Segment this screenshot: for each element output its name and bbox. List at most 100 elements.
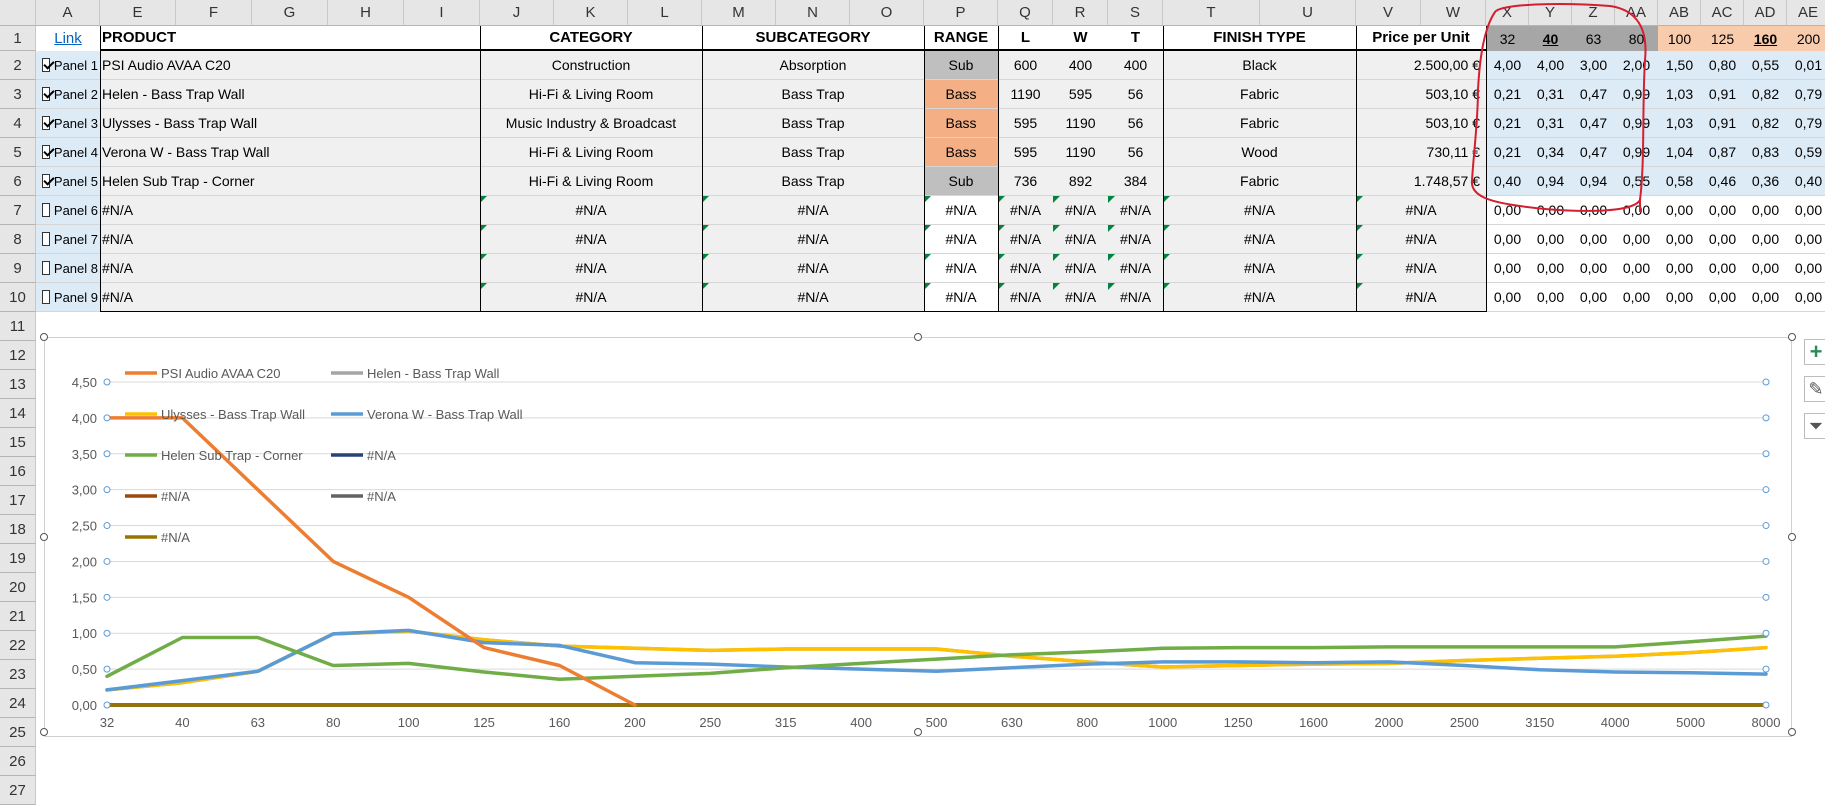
cell-w[interactable]: 1190 bbox=[1053, 138, 1108, 167]
cell-product[interactable]: Ulysses - Bass Trap Wall bbox=[100, 109, 480, 138]
freq-value-cell[interactable]: 0,00 bbox=[1787, 225, 1825, 254]
freq-value-cell[interactable]: 0,00 bbox=[1572, 283, 1615, 312]
row-header-11[interactable]: 11 bbox=[0, 312, 36, 341]
column-header-ae[interactable]: AE bbox=[1787, 0, 1825, 26]
cell-l[interactable]: 595 bbox=[998, 138, 1053, 167]
column-header-e[interactable]: E bbox=[100, 0, 176, 26]
column-header-aa[interactable]: AA bbox=[1615, 0, 1658, 26]
column-header-k[interactable]: K bbox=[554, 0, 628, 26]
freq-value-cell[interactable]: 0,40 bbox=[1486, 167, 1529, 196]
chart-area[interactable]: 0,00 0,50 1,00 1,50 2,00 2,50 3,00 3,50 4,00 4,50… bbox=[44, 337, 1792, 737]
freq-value-cell[interactable]: 0,00 bbox=[1615, 196, 1658, 225]
cell-l[interactable]: #N/A bbox=[998, 196, 1053, 225]
cell-subcategory[interactable]: Bass Trap bbox=[702, 80, 924, 109]
freq-value-cell[interactable]: 4,00 bbox=[1529, 51, 1572, 80]
cell-category[interactable]: Hi-Fi & Living Room bbox=[480, 167, 702, 196]
freq-value-cell[interactable]: 0,34 bbox=[1529, 138, 1572, 167]
cell-w[interactable]: #N/A bbox=[1053, 254, 1108, 283]
row-header-21[interactable]: 21 bbox=[0, 602, 36, 631]
resize-handle[interactable] bbox=[1788, 333, 1796, 341]
column-header-m[interactable]: M bbox=[702, 0, 776, 26]
checkbox[interactable] bbox=[42, 232, 50, 246]
cell-range[interactable]: #N/A bbox=[924, 283, 998, 312]
checkbox[interactable] bbox=[42, 174, 50, 188]
column-header-t[interactable]: T bbox=[1163, 0, 1260, 26]
freq-value-cell[interactable]: 0,94 bbox=[1529, 167, 1572, 196]
cell-price[interactable]: #N/A bbox=[1356, 254, 1486, 283]
panel-checkbox-8[interactable]: Panel 8 bbox=[36, 254, 100, 283]
cell-w[interactable]: 400 bbox=[1053, 51, 1108, 80]
chart-elements-button[interactable]: + bbox=[1804, 339, 1825, 365]
panel-checkbox-6[interactable]: Panel 6 bbox=[36, 196, 100, 225]
freq-value-cell[interactable]: 0,47 bbox=[1572, 109, 1615, 138]
freq-value-cell[interactable]: 0,00 bbox=[1486, 196, 1529, 225]
freq-value-cell[interactable]: 0,59 bbox=[1787, 138, 1825, 167]
row-header-14[interactable]: 14 bbox=[0, 399, 36, 428]
row-header-8[interactable]: 8 bbox=[0, 225, 36, 254]
freq-value-cell[interactable]: 0,21 bbox=[1486, 109, 1529, 138]
freq-value-cell[interactable]: 0,83 bbox=[1744, 138, 1787, 167]
freq-value-cell[interactable]: 0,99 bbox=[1615, 109, 1658, 138]
cell-t[interactable]: #N/A bbox=[1108, 225, 1163, 254]
freq-value-cell[interactable]: 0,94 bbox=[1572, 167, 1615, 196]
cell-subcategory[interactable]: Absorption bbox=[702, 51, 924, 80]
freq-value-cell[interactable]: 3,00 bbox=[1572, 51, 1615, 80]
column-header-j[interactable]: J bbox=[480, 0, 554, 26]
cell-category[interactable]: Construction bbox=[480, 51, 702, 80]
column-header-r[interactable]: R bbox=[1053, 0, 1108, 26]
cell-t[interactable]: #N/A bbox=[1108, 283, 1163, 312]
cell-product[interactable]: Verona W - Bass Trap Wall bbox=[100, 138, 480, 167]
freq-value-cell[interactable]: 0,00 bbox=[1658, 283, 1701, 312]
freq-value-cell[interactable]: 0,00 bbox=[1572, 254, 1615, 283]
freq-value-cell[interactable]: 0,82 bbox=[1744, 80, 1787, 109]
cell-price[interactable]: #N/A bbox=[1356, 196, 1486, 225]
cell-product[interactable]: PSI Audio AVAA C20 bbox=[100, 51, 480, 80]
checkbox[interactable] bbox=[42, 261, 50, 275]
row-header-15[interactable]: 15 bbox=[0, 428, 36, 457]
freq-value-cell[interactable]: 0,99 bbox=[1615, 80, 1658, 109]
row-header-23[interactable]: 23 bbox=[0, 660, 36, 689]
row-header-6[interactable]: 6 bbox=[0, 167, 36, 196]
checkbox[interactable] bbox=[42, 290, 50, 304]
cell-category[interactable]: Music Industry & Broadcast bbox=[480, 109, 702, 138]
row-header-10[interactable]: 10 bbox=[0, 283, 36, 312]
cell-product[interactable]: #N/A bbox=[100, 225, 480, 254]
freq-value-cell[interactable]: 0,00 bbox=[1529, 254, 1572, 283]
cell-finish[interactable]: Fabric bbox=[1163, 109, 1356, 138]
cell-finish[interactable]: Fabric bbox=[1163, 167, 1356, 196]
cell-range[interactable]: Bass bbox=[924, 138, 998, 167]
checkbox[interactable] bbox=[42, 116, 50, 130]
checkbox[interactable] bbox=[42, 203, 50, 217]
row-header-20[interactable]: 20 bbox=[0, 573, 36, 602]
freq-value-cell[interactable]: 1,03 bbox=[1658, 80, 1701, 109]
cell-range[interactable]: #N/A bbox=[924, 196, 998, 225]
freq-value-cell[interactable]: 0,00 bbox=[1658, 254, 1701, 283]
cell-finish[interactable]: #N/A bbox=[1163, 254, 1356, 283]
cell-finish[interactable]: #N/A bbox=[1163, 225, 1356, 254]
freq-value-cell[interactable]: 0,00 bbox=[1615, 225, 1658, 254]
freq-value-cell[interactable]: 0,00 bbox=[1572, 196, 1615, 225]
cell-t[interactable]: 400 bbox=[1108, 51, 1163, 80]
cell-l[interactable]: #N/A bbox=[998, 225, 1053, 254]
chart-filters-button[interactable]: ⏷ bbox=[1804, 413, 1825, 439]
column-header-l[interactable]: L bbox=[628, 0, 702, 26]
row-header-17[interactable]: 17 bbox=[0, 486, 36, 515]
freq-value-cell[interactable]: 2,00 bbox=[1615, 51, 1658, 80]
cell-subcategory[interactable]: Bass Trap bbox=[702, 138, 924, 167]
freq-value-cell[interactable]: 0,00 bbox=[1529, 225, 1572, 254]
cell-product[interactable]: #N/A bbox=[100, 254, 480, 283]
panel-checkbox-1[interactable]: Panel 1 bbox=[36, 51, 100, 80]
column-header-x[interactable]: X bbox=[1486, 0, 1529, 26]
freq-value-cell[interactable]: 0,80 bbox=[1701, 51, 1744, 80]
freq-value-cell[interactable]: 0,91 bbox=[1701, 80, 1744, 109]
cell-subcategory[interactable]: #N/A bbox=[702, 196, 924, 225]
panel-checkbox-4[interactable]: Panel 4 bbox=[36, 138, 100, 167]
column-header-v[interactable]: V bbox=[1356, 0, 1421, 26]
column-header-f[interactable]: F bbox=[176, 0, 252, 26]
cell-l[interactable]: #N/A bbox=[998, 254, 1053, 283]
column-header-ac[interactable]: AC bbox=[1701, 0, 1744, 26]
checkbox[interactable] bbox=[42, 58, 50, 72]
freq-value-cell[interactable]: 0,00 bbox=[1744, 225, 1787, 254]
freq-value-cell[interactable]: 0,82 bbox=[1744, 109, 1787, 138]
freq-value-cell[interactable]: 0,00 bbox=[1787, 196, 1825, 225]
